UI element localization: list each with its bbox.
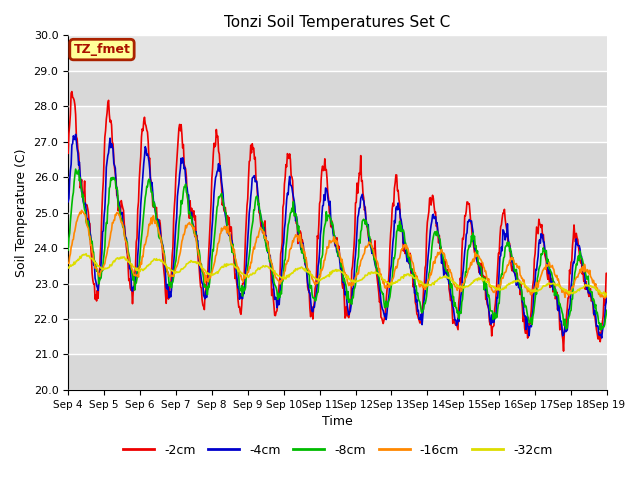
-16cm bbox=[603, 294, 611, 300]
Line: -32cm: -32cm bbox=[68, 254, 607, 296]
Line: -16cm: -16cm bbox=[68, 210, 607, 298]
-16cm bbox=[330, 234, 338, 240]
-32cm bbox=[183, 261, 191, 267]
Bar bbox=[68, 71, 607, 106]
Bar bbox=[68, 213, 607, 248]
-32cm bbox=[435, 276, 443, 282]
-8cm bbox=[554, 292, 562, 298]
-4cm bbox=[72, 132, 79, 137]
-16cm bbox=[435, 250, 443, 255]
-2cm bbox=[330, 230, 338, 236]
Bar bbox=[68, 177, 607, 213]
-32cm bbox=[382, 279, 390, 285]
-2cm bbox=[183, 190, 191, 196]
-8cm bbox=[64, 247, 72, 253]
X-axis label: Time: Time bbox=[322, 415, 353, 428]
-4cm bbox=[207, 250, 214, 255]
Bar bbox=[68, 142, 607, 177]
-2cm bbox=[68, 89, 76, 95]
-8cm bbox=[72, 166, 79, 172]
-4cm bbox=[598, 335, 605, 341]
Bar bbox=[68, 248, 607, 284]
-2cm bbox=[560, 348, 568, 354]
Title: Tonzi Soil Temperatures Set C: Tonzi Soil Temperatures Set C bbox=[225, 15, 451, 30]
-8cm bbox=[596, 327, 604, 333]
-2cm bbox=[382, 297, 390, 303]
-2cm bbox=[435, 233, 443, 239]
-4cm bbox=[183, 185, 191, 191]
Line: -4cm: -4cm bbox=[68, 134, 607, 338]
-8cm bbox=[603, 307, 611, 313]
Line: -8cm: -8cm bbox=[68, 169, 607, 330]
-4cm bbox=[435, 236, 443, 242]
-4cm bbox=[382, 317, 390, 323]
-16cm bbox=[183, 222, 191, 228]
-32cm bbox=[554, 283, 562, 288]
-32cm bbox=[64, 264, 72, 270]
-8cm bbox=[330, 231, 338, 237]
Line: -2cm: -2cm bbox=[68, 92, 607, 351]
-2cm bbox=[554, 298, 562, 303]
-8cm bbox=[382, 298, 390, 304]
-32cm bbox=[601, 293, 609, 299]
-16cm bbox=[382, 283, 390, 289]
-8cm bbox=[435, 235, 443, 241]
Bar bbox=[68, 106, 607, 142]
-4cm bbox=[330, 234, 338, 240]
-16cm bbox=[602, 295, 609, 301]
-16cm bbox=[78, 207, 86, 213]
Legend: -2cm, -4cm, -8cm, -16cm, -32cm: -2cm, -4cm, -8cm, -16cm, -32cm bbox=[118, 439, 557, 462]
-8cm bbox=[207, 271, 214, 277]
Y-axis label: Soil Temperature (C): Soil Temperature (C) bbox=[15, 148, 28, 277]
-32cm bbox=[207, 271, 214, 276]
Bar bbox=[68, 36, 607, 71]
Text: TZ_fmet: TZ_fmet bbox=[74, 43, 131, 56]
-32cm bbox=[83, 251, 90, 257]
-2cm bbox=[207, 216, 214, 222]
-4cm bbox=[603, 290, 611, 296]
-2cm bbox=[64, 150, 72, 156]
-32cm bbox=[603, 292, 611, 298]
-16cm bbox=[64, 260, 72, 266]
-4cm bbox=[64, 199, 72, 204]
-8cm bbox=[183, 191, 191, 197]
-16cm bbox=[207, 275, 214, 281]
-2cm bbox=[603, 270, 611, 276]
Bar bbox=[68, 319, 607, 354]
-32cm bbox=[330, 268, 338, 274]
Bar bbox=[68, 284, 607, 319]
-4cm bbox=[554, 308, 562, 313]
-16cm bbox=[554, 276, 562, 282]
Bar bbox=[68, 354, 607, 390]
